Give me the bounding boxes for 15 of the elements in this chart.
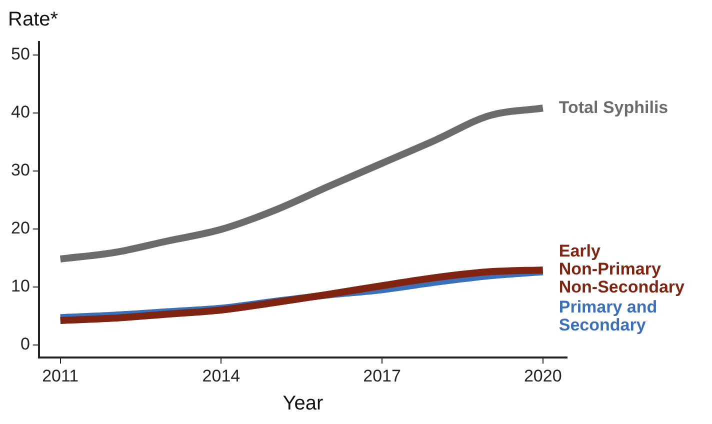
y-tick-label: 20 [10,218,30,238]
y-tick-label: 0 [20,334,30,354]
series-label: Primary and Secondary [558,298,658,335]
x-tick-label: 2014 [202,366,240,386]
series-label: Early Non-Primary Non-Secondary [558,242,686,297]
series-label: Total Syphilis [558,98,668,117]
x-axis-title: Year [282,392,324,415]
x-tick-label: 2017 [363,366,401,386]
y-tick-label: 50 [10,44,30,64]
y-axis-title: Rate* [8,8,58,31]
y-tick-label: 40 [10,102,30,122]
y-tick-label: 30 [10,160,30,180]
x-tick-label: 2020 [524,366,562,386]
x-tick-label: 2011 [42,366,79,386]
y-tick-label: 10 [10,276,30,296]
